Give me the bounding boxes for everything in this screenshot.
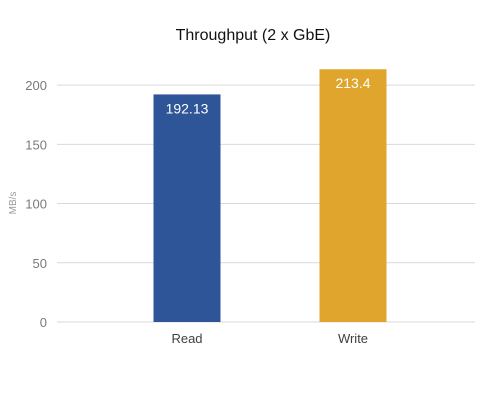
y-tick-label: 50 <box>33 256 47 271</box>
bars <box>153 69 387 323</box>
y-tick-label: 0 <box>40 315 47 330</box>
category-label-read: Read <box>171 331 202 346</box>
data-labels: 192.13 213.4 <box>166 75 371 116</box>
data-label-write: 213.4 <box>335 75 370 91</box>
bar-read <box>153 94 221 322</box>
data-label-read: 192.13 <box>166 100 209 116</box>
y-axis-label: MB/s <box>8 192 19 215</box>
category-labels: Read Write <box>171 331 368 346</box>
y-tick-labels: 0 50 100 150 200 <box>25 78 47 330</box>
chart-title: Throughput (2 x GbE) <box>176 27 331 44</box>
y-tick-label: 200 <box>25 78 47 93</box>
bar-write <box>319 69 387 323</box>
y-tick-label: 150 <box>25 137 47 152</box>
y-tick-label: 100 <box>25 197 47 212</box>
gridlines <box>57 84 475 323</box>
category-label-write: Write <box>338 331 368 346</box>
